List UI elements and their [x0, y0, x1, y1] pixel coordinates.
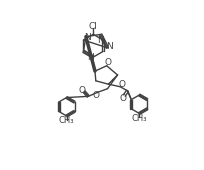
Text: O: O [92, 91, 99, 99]
Text: N: N [84, 33, 91, 42]
Text: O: O [119, 94, 126, 103]
Text: CH₃: CH₃ [59, 116, 74, 125]
Text: O: O [118, 80, 125, 89]
Text: ': ' [111, 78, 113, 88]
Text: N: N [105, 42, 112, 52]
Text: O: O [103, 58, 111, 67]
Text: Cl: Cl [88, 22, 97, 31]
Text: O: O [78, 86, 85, 95]
Text: CH₃: CH₃ [131, 114, 146, 123]
Text: N: N [97, 36, 103, 45]
Text: N: N [87, 53, 94, 62]
